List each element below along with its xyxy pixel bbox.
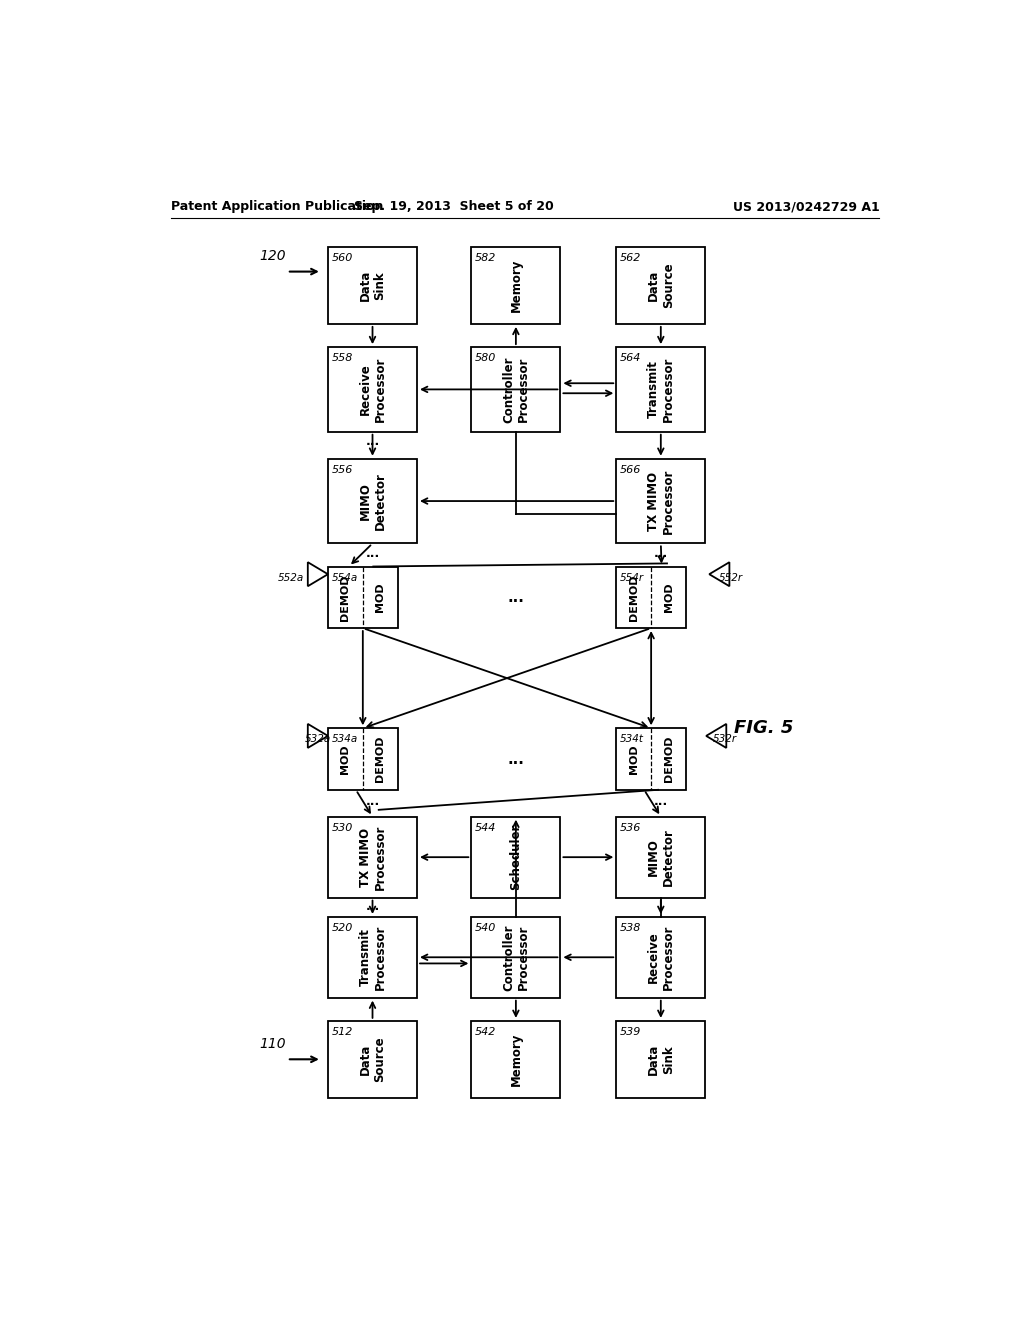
- Text: 532r: 532r: [713, 734, 736, 744]
- Text: ...: ...: [653, 795, 668, 808]
- Text: 554a: 554a: [332, 573, 358, 582]
- Bar: [616, 1020, 706, 1098]
- Bar: [471, 347, 560, 432]
- Text: 512: 512: [332, 1027, 353, 1038]
- Text: Memory: Memory: [509, 259, 522, 312]
- Bar: [616, 729, 686, 789]
- Text: 582: 582: [475, 253, 497, 263]
- Text: 542: 542: [475, 1027, 497, 1038]
- Text: 540: 540: [475, 923, 497, 933]
- Text: 539: 539: [621, 1027, 641, 1038]
- Bar: [328, 1020, 417, 1098]
- Text: 536: 536: [621, 822, 641, 833]
- Text: US 2013/0242729 A1: US 2013/0242729 A1: [733, 201, 880, 214]
- Bar: [616, 917, 706, 998]
- Text: 554r: 554r: [621, 573, 644, 582]
- Bar: [328, 917, 417, 998]
- Text: MOD: MOD: [664, 582, 674, 612]
- Bar: [328, 247, 417, 323]
- Text: MIMO
Detector: MIMO Detector: [647, 828, 675, 886]
- Text: ...: ...: [366, 900, 380, 913]
- Bar: [471, 247, 560, 323]
- Text: ...: ...: [366, 436, 380, 449]
- Text: 558: 558: [332, 354, 353, 363]
- Text: ...: ...: [366, 795, 380, 808]
- Text: Scheduler: Scheduler: [509, 824, 522, 891]
- Text: 120: 120: [259, 249, 286, 263]
- Bar: [328, 459, 417, 544]
- Text: TX MIMO
Processor: TX MIMO Processor: [358, 825, 386, 890]
- Bar: [328, 566, 397, 628]
- Text: ...: ...: [507, 590, 524, 605]
- Bar: [471, 817, 560, 898]
- Text: Data
Sink: Data Sink: [647, 1044, 675, 1074]
- Text: Receive
Processor: Receive Processor: [647, 924, 675, 990]
- Text: 580: 580: [475, 354, 497, 363]
- Text: 532a: 532a: [305, 734, 331, 744]
- Text: Transmit
Processor: Transmit Processor: [647, 356, 675, 422]
- Text: Receive
Processor: Receive Processor: [358, 356, 386, 422]
- Text: 544: 544: [475, 822, 497, 833]
- Text: MOD: MOD: [375, 582, 385, 612]
- Text: TX MIMO
Processor: TX MIMO Processor: [647, 469, 675, 533]
- Text: Data
Source: Data Source: [358, 1036, 386, 1082]
- Text: MOD: MOD: [340, 744, 350, 774]
- Bar: [616, 347, 706, 432]
- Text: DEMOD: DEMOD: [664, 735, 674, 783]
- Text: Controller
Processor: Controller Processor: [502, 924, 529, 990]
- Text: Data
Source: Data Source: [647, 263, 675, 309]
- Bar: [471, 917, 560, 998]
- Text: Patent Application Publication: Patent Application Publication: [171, 201, 383, 214]
- Text: Controller
Processor: Controller Processor: [502, 356, 529, 422]
- Text: ...: ...: [653, 546, 668, 560]
- Text: 538: 538: [621, 923, 641, 933]
- Bar: [328, 817, 417, 898]
- Text: DEMOD: DEMOD: [629, 574, 639, 620]
- Text: 560: 560: [332, 253, 353, 263]
- Text: 556: 556: [332, 465, 353, 475]
- Text: ...: ...: [366, 546, 380, 560]
- Bar: [328, 729, 397, 789]
- Text: 534t: 534t: [621, 734, 644, 744]
- Text: DEMOD: DEMOD: [340, 574, 350, 620]
- Text: 552a: 552a: [278, 573, 304, 582]
- Text: Data
Sink: Data Sink: [358, 269, 386, 301]
- Text: 564: 564: [621, 354, 641, 363]
- Text: 562: 562: [621, 253, 641, 263]
- Text: MOD: MOD: [629, 744, 639, 774]
- Bar: [616, 459, 706, 544]
- Text: 110: 110: [259, 1038, 286, 1051]
- Bar: [471, 1020, 560, 1098]
- Text: 552r: 552r: [719, 573, 742, 582]
- Text: Memory: Memory: [509, 1032, 522, 1086]
- Bar: [616, 566, 686, 628]
- Text: MIMO
Detector: MIMO Detector: [358, 473, 386, 531]
- Text: DEMOD: DEMOD: [375, 735, 385, 783]
- Text: 534a: 534a: [332, 734, 358, 744]
- Text: Transmit
Processor: Transmit Processor: [358, 924, 386, 990]
- Text: 520: 520: [332, 923, 353, 933]
- Bar: [616, 817, 706, 898]
- Text: ...: ...: [507, 751, 524, 767]
- Text: 566: 566: [621, 465, 641, 475]
- Bar: [328, 347, 417, 432]
- Bar: [616, 247, 706, 323]
- Text: Sep. 19, 2013  Sheet 5 of 20: Sep. 19, 2013 Sheet 5 of 20: [353, 201, 553, 214]
- Text: FIG. 5: FIG. 5: [734, 719, 794, 737]
- Text: 530: 530: [332, 822, 353, 833]
